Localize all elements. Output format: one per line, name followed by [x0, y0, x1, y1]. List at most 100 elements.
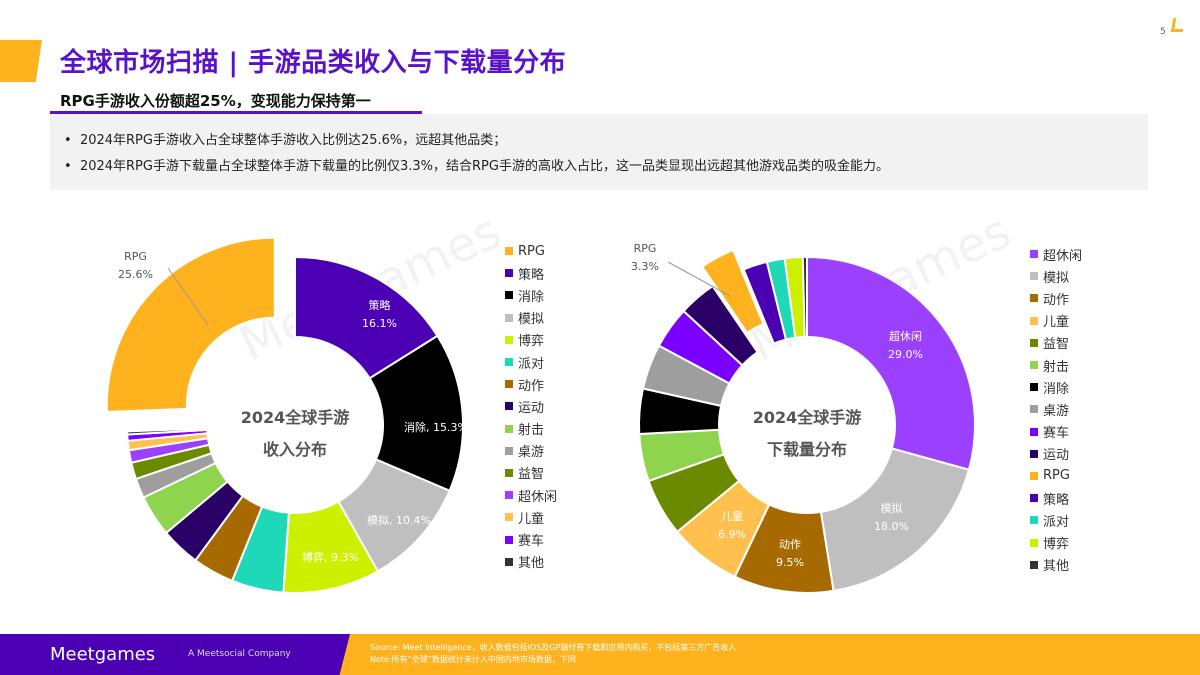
legend-label: 赛车 [1043, 426, 1070, 442]
legend-swatch [505, 247, 513, 256]
legend-label: 射击 [518, 423, 545, 439]
legend-swatch [1030, 338, 1038, 347]
legend-swatch [505, 335, 513, 344]
legend-item: 运动 [505, 395, 557, 417]
legend-swatch [1030, 516, 1038, 525]
slice-模拟 [819, 447, 971, 593]
legend-label: 其他 [518, 556, 545, 572]
legend-label: 派对 [1043, 514, 1070, 530]
legend-item: 消除 [1030, 376, 1082, 398]
legend-item: 博弈 [505, 329, 557, 351]
legend-label: 儿童 [1043, 315, 1070, 331]
legend-label: 策略 [518, 267, 545, 283]
legend-label: 动作 [518, 378, 545, 394]
legend-label: 博弈 [518, 334, 545, 350]
legend-item: 射击 [1030, 354, 1082, 376]
legend-item: 超休闲 [505, 484, 557, 506]
legend-swatch [505, 269, 513, 278]
download-center-title: 2024全球手游下载量分布 [752, 408, 862, 459]
label-kids-dl: 儿童 6.9% [718, 510, 746, 541]
bullet-item: • 2024年RPG手游下载量占全球整体手游下载量的比例仅3.3%，结合RPG手… [64, 159, 889, 174]
legend-swatch [1030, 449, 1038, 458]
label-action-dl: 动作 9.5% [776, 538, 804, 569]
rpg-leader-line [667, 261, 731, 297]
legend-swatch [505, 557, 513, 566]
legend-item: 桌游 [505, 440, 557, 462]
legend-label: 儿童 [518, 511, 545, 527]
legend-item: 超休闲 [1030, 243, 1082, 265]
footer-brand-band [0, 634, 350, 675]
legend-item: RPG [505, 240, 557, 262]
legend-label: 运动 [518, 400, 545, 416]
summary-box: • 2024年RPG手游收入占全球整体手游收入比例达25.6%，远超其他品类； … [50, 114, 1148, 190]
legend-label: 动作 [1043, 292, 1070, 308]
legend-swatch [505, 358, 513, 367]
label-strategy: 策略 16.1% [362, 299, 397, 330]
legend-label: 模拟 [518, 312, 545, 328]
legend-item: 策略 [505, 262, 557, 284]
legend-swatch [505, 424, 513, 433]
legend-swatch [1030, 560, 1038, 569]
label-match: 消除, 15.3% [404, 421, 468, 434]
page-number: 5 [1160, 27, 1166, 37]
legend-label: 模拟 [1043, 270, 1070, 286]
slice-超休闲 [806, 255, 976, 471]
subtitle-underline [50, 111, 422, 114]
label-sim-dl: 模拟 18.0% [874, 502, 909, 533]
legend-item: 消除 [505, 284, 557, 306]
legend-swatch [1030, 538, 1038, 547]
legend-item: 儿童 [1030, 310, 1082, 332]
legend-swatch [1030, 471, 1038, 480]
legend-swatch [1030, 405, 1038, 414]
legend-swatch [1030, 250, 1038, 259]
bullet-text: 2024年RPG手游下载量占全球整体手游下载量的比例仅3.3%，结合RPG手游的… [79, 159, 889, 174]
legend-item: 儿童 [505, 506, 557, 528]
legend-item: 赛车 [505, 528, 557, 550]
legend-swatch [1030, 427, 1038, 436]
legend-item: 模拟 [1030, 265, 1082, 287]
legend-label: 超休闲 [518, 489, 558, 505]
legend-swatch [505, 513, 513, 522]
legend-label: 派对 [518, 356, 545, 372]
rpg-leader-line [167, 267, 209, 326]
legend-item: 运动 [1030, 443, 1082, 465]
legend-item: 博弈 [1030, 531, 1082, 553]
slice-其他 [801, 255, 808, 339]
legend-label: 射击 [1043, 359, 1070, 375]
legend-label: RPG [1043, 468, 1070, 484]
slice-其他 [126, 427, 209, 436]
legend-item: 益智 [505, 462, 557, 484]
legend-swatch [505, 402, 513, 411]
legend-label: 桌游 [1043, 403, 1070, 419]
slice-运动 [682, 284, 759, 367]
footer: Meetgames A Meetsocial Company Source: M… [0, 634, 1200, 675]
slice-RPG [700, 248, 765, 335]
legend-label: 益智 [518, 467, 545, 483]
legend-swatch [1030, 361, 1038, 370]
legend-swatch [1030, 272, 1038, 281]
legend-label: 超休闲 [1043, 248, 1083, 264]
legend-swatch [505, 291, 513, 300]
bullet-item: • 2024年RPG手游收入占全球整体手游收入比例达25.6%，远超其他品类； [64, 133, 507, 148]
legend-label: 策略 [1043, 492, 1070, 508]
download-legend: 超休闲 模拟 动作 儿童 益智 射击 消除 桌游 赛车 运动 RPG 策略 派对 博弈 其他 [1030, 243, 1082, 576]
legend-item: 模拟 [505, 307, 557, 329]
label-board: 博弈, 9.3% [302, 551, 359, 564]
legend-swatch [1030, 294, 1038, 303]
legend-item: 桌游 [1030, 398, 1082, 420]
section-subtitle: RPG手游收入份额超25%，变现能力保持第一 [60, 92, 371, 110]
legend-item: 赛车 [1030, 421, 1082, 443]
legend-swatch [505, 491, 513, 500]
label-sim: 模拟, 10.4% [367, 514, 431, 527]
slice-RPG [105, 236, 276, 413]
bullet-text: 2024年RPG手游收入占全球整体手游收入比例达25.6%，远超其他品类； [79, 133, 507, 148]
company-tagline: A Meetsocial Company [188, 649, 291, 659]
legend-label: 赛车 [518, 534, 545, 550]
legend-swatch [505, 468, 513, 477]
legend-item: 射击 [505, 418, 557, 440]
legend-item: 其他 [1030, 554, 1082, 576]
legend-swatch [1030, 383, 1038, 392]
label-rpg: RPG 25.6% [118, 250, 153, 281]
legend-swatch [505, 446, 513, 455]
